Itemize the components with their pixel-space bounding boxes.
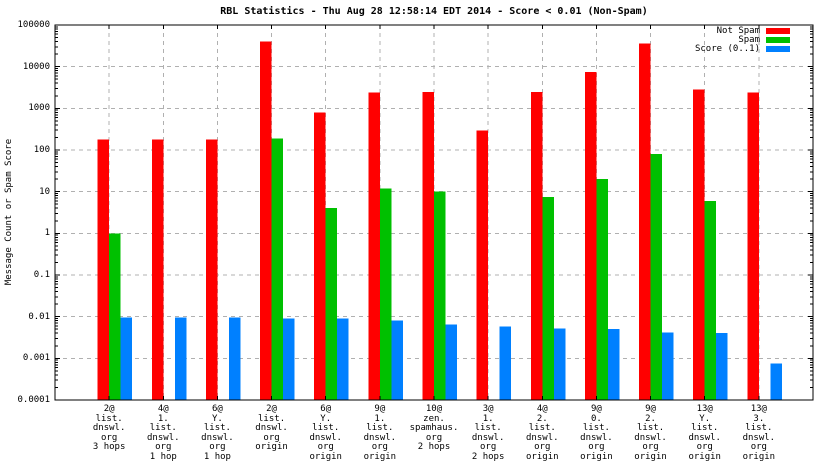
bar-score bbox=[174, 317, 187, 400]
bar-score bbox=[770, 363, 782, 400]
legend: Not Spam Spam Score (0..1) bbox=[694, 25, 790, 54]
bar-not_spam bbox=[314, 112, 326, 400]
x-axis-label: 3@ 1. list. dnswl. org 2 hops bbox=[471, 404, 505, 462]
bar-score bbox=[283, 318, 295, 400]
bar-not_spam bbox=[693, 89, 705, 400]
x-axis-label: 4@ 1. list. dnswl. org 1 hop bbox=[147, 404, 180, 462]
bar-not_spam bbox=[368, 92, 380, 400]
bar-spam bbox=[325, 208, 338, 400]
bar-spam bbox=[542, 196, 554, 400]
legend-row: Score (0..1) bbox=[694, 43, 790, 54]
x-axis-label: 9@ 0. list. dnswl. org origin bbox=[580, 404, 613, 462]
chart-title: RBL Statistics - Thu Aug 28 12:58:14 EDT… bbox=[220, 6, 648, 17]
bar-score bbox=[445, 324, 457, 400]
y-tick-label: 100 bbox=[33, 145, 50, 155]
bar-spam bbox=[434, 191, 446, 400]
x-axis-label: 10@ zen. spamhaus. org 2 hops bbox=[409, 404, 459, 452]
legend-swatch bbox=[766, 27, 790, 34]
legend-swatch bbox=[766, 36, 790, 43]
bar-score bbox=[716, 333, 728, 400]
legend-swatch bbox=[766, 45, 790, 52]
x-axis-label: 2@ list. dnswl. org origin bbox=[255, 404, 288, 452]
bar-not_spam bbox=[260, 41, 272, 400]
bar-not_spam bbox=[151, 139, 164, 400]
bar-not_spam bbox=[422, 91, 434, 400]
y-tick-label: 1000 bbox=[28, 103, 50, 114]
bar-score bbox=[499, 326, 512, 400]
y-tick-label: 0.001 bbox=[22, 353, 50, 364]
bar-score bbox=[391, 320, 403, 400]
bar-spam bbox=[596, 179, 608, 400]
bar-not_spam bbox=[205, 139, 218, 400]
bar-not_spam bbox=[747, 92, 759, 400]
y-tick-label: 10 bbox=[39, 186, 50, 197]
bar-spam bbox=[271, 138, 284, 401]
bar-not_spam bbox=[97, 139, 110, 400]
x-axis-label: 9@ 1. list. dnswl. org origin bbox=[363, 404, 397, 462]
x-axis-label: 6@ Y. list. dnswl. org origin bbox=[309, 404, 342, 462]
x-axis-label: 2@ list. dnswl. org 3 hops bbox=[92, 404, 126, 452]
legend-row: Not Spam bbox=[695, 25, 790, 36]
y-tick-label: 10000 bbox=[22, 61, 50, 72]
x-axis-label: 13@ 3. list. dnswl. org origin bbox=[742, 404, 776, 462]
bar-spam bbox=[704, 200, 717, 400]
bar-score bbox=[228, 317, 241, 400]
bar-score bbox=[607, 329, 620, 400]
legend-label: Spam bbox=[738, 34, 760, 45]
bar-spam bbox=[379, 188, 392, 400]
bar-not_spam bbox=[530, 91, 543, 400]
x-axis-label: 9@ 2. list. dnswl. org origin bbox=[634, 404, 667, 462]
legend-row: Spam bbox=[695, 34, 790, 45]
y-tick-label: 0.1 bbox=[33, 270, 50, 280]
bar-not_spam bbox=[639, 43, 651, 400]
y-tick-label: 0.0001 bbox=[17, 395, 50, 405]
bar-score bbox=[120, 317, 133, 400]
legend-label: Score (0..1) bbox=[694, 43, 760, 54]
legend-label: Not Spam bbox=[716, 25, 760, 36]
y-tick-label: 0.01 bbox=[28, 311, 50, 322]
bar-spam bbox=[109, 233, 121, 400]
x-axis-label: 4@ 2. list. dnswl. org origin bbox=[526, 404, 559, 462]
bar-score bbox=[337, 318, 349, 400]
bar-not_spam bbox=[584, 71, 597, 401]
bar-score bbox=[662, 332, 674, 400]
bar-score bbox=[553, 328, 566, 400]
x-axis-label: 13@ Y. list. dnswl. org origin bbox=[688, 404, 721, 462]
x-axis-label: 6@ Y. list. dnswl. org 1 hop bbox=[201, 404, 234, 462]
bar-spam bbox=[650, 154, 663, 400]
y-tick-label: 1 bbox=[44, 228, 50, 239]
bar-not_spam bbox=[476, 130, 489, 401]
y-tick-label: 100000 bbox=[17, 20, 50, 30]
